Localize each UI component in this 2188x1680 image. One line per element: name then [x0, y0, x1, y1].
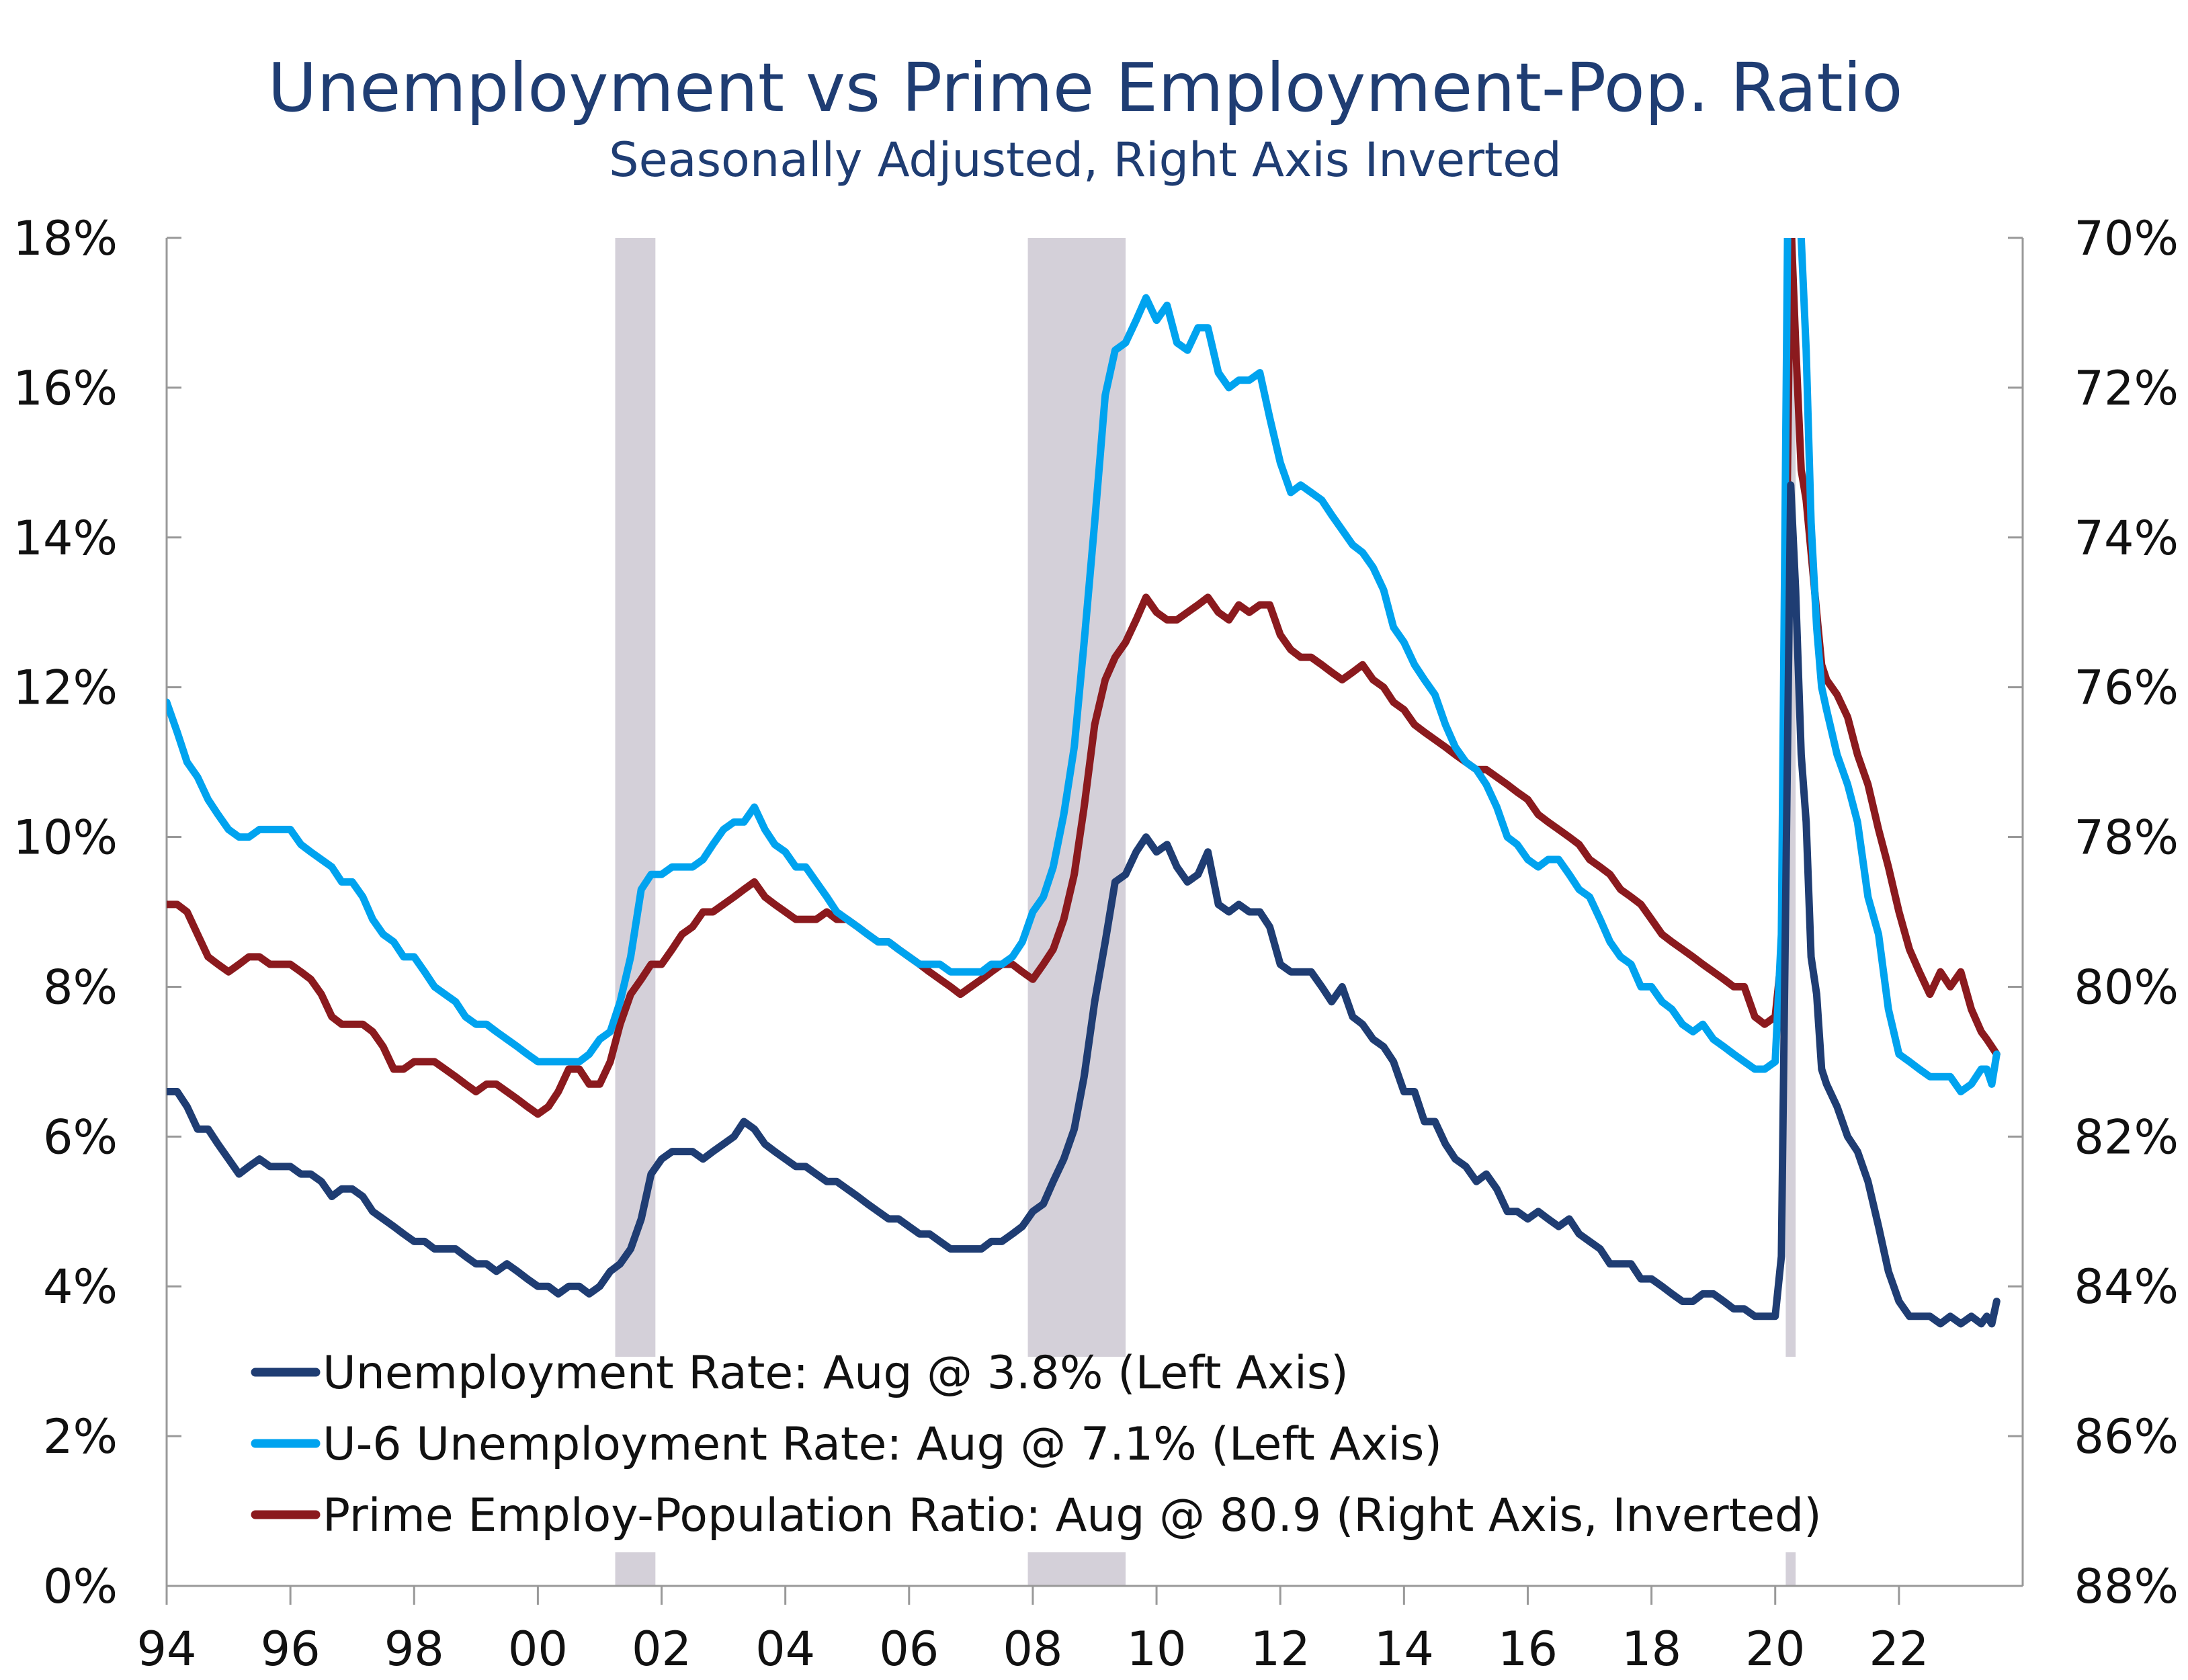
legend: Unemployment Rate: Aug @ 3.8% (Left Axis… [251, 1347, 1822, 1542]
recession-band-0 [615, 238, 656, 1357]
left-tick-label-9: 18% [13, 211, 118, 266]
x-tick-label-5: 04 [755, 1622, 815, 1677]
left-tick-label-1: 2% [43, 1409, 118, 1464]
legend-label-prime-employment-ratio: Prime Employ-Population Ratio: Aug @ 80.… [323, 1489, 1822, 1542]
right-tick-label-6: 82% [2074, 1109, 2179, 1165]
x-tick-label-4: 02 [632, 1622, 691, 1677]
right-tick-label-8: 86% [2074, 1409, 2179, 1464]
right-tick-label-9: 88% [2074, 1559, 2179, 1614]
x-tick-label-1: 96 [261, 1622, 321, 1677]
chart-subtitle: Seasonally Adjusted, Right Axis Inverted [609, 132, 1562, 187]
left-tick-label-2: 4% [43, 1259, 118, 1314]
series-line-unemployment-rate [167, 481, 2001, 1328]
right-tick-label-7: 84% [2074, 1259, 2179, 1314]
x-tick-label-13: 20 [1745, 1622, 1805, 1677]
x-tick-label-10: 14 [1374, 1622, 1434, 1677]
right-tick-label-0: 70% [2074, 211, 2179, 266]
right-tick-label-2: 74% [2074, 511, 2179, 566]
right-tick-label-1: 72% [2074, 361, 2179, 416]
left-tick-label-4: 8% [43, 960, 118, 1015]
left-tick-label-6: 12% [13, 661, 118, 716]
left-tick-label-0: 0% [43, 1559, 118, 1614]
right-tick-label-3: 76% [2074, 661, 2179, 716]
series-line-prime-employment-ratio [167, 238, 2001, 1118]
recession-band-foot-2 [1785, 1552, 1796, 1586]
x-tick-label-14: 22 [1869, 1622, 1929, 1677]
left-tick-label-7: 14% [13, 511, 118, 566]
left-tick-label-5: 10% [13, 810, 118, 866]
x-tick-label-8: 10 [1127, 1622, 1187, 1677]
right-tick-label-4: 78% [2074, 810, 2179, 866]
x-tick-label-2: 98 [384, 1622, 444, 1677]
x-tick-label-12: 18 [1622, 1622, 1681, 1677]
x-tick-label-9: 12 [1251, 1622, 1310, 1677]
left-tick-label-3: 6% [43, 1109, 118, 1165]
x-tick-label-7: 08 [1003, 1622, 1062, 1677]
series-lines [167, 238, 2001, 1328]
series-line-u6-unemployment-rate [167, 238, 2001, 1095]
legend-label-u6-unemployment-rate: U-6 Unemployment Rate: Aug @ 7.1% (Left … [323, 1418, 1442, 1471]
left-tick-label-8: 16% [13, 361, 118, 416]
x-tick-label-11: 16 [1498, 1622, 1558, 1677]
x-tick-label-3: 00 [508, 1622, 568, 1677]
recession-band-1 [1027, 238, 1126, 1357]
recession-band-foot-0 [615, 1552, 656, 1586]
axes: 0% 2% 4% 6% 8% 10% 12% 14% 16% 18% 70% 72% 74% 76% 78%… [13, 211, 2179, 1677]
legend-label-unemployment-rate: Unemployment Rate: Aug @ 3.8% (Left Axis… [323, 1347, 1349, 1400]
recession-band-foot-1 [1027, 1552, 1126, 1586]
chart-title: Unemployment vs Prime Employment-Pop. Ra… [267, 48, 1902, 127]
x-tick-label-6: 06 [879, 1622, 939, 1677]
right-tick-label-5: 80% [2074, 960, 2179, 1015]
x-tick-label-0: 94 [136, 1622, 196, 1677]
